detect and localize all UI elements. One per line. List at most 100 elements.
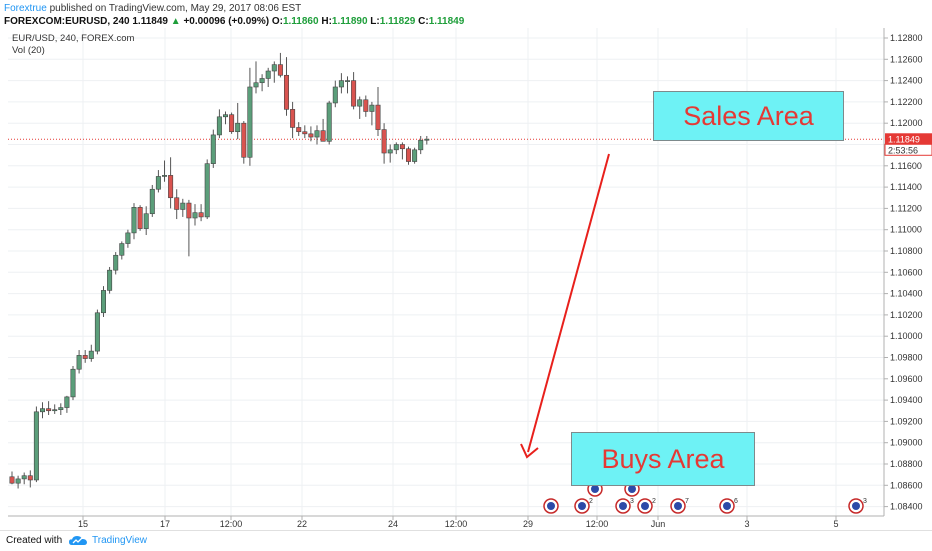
- tradingview-brand[interactable]: TradingView: [92, 535, 148, 546]
- candle-body: [259, 78, 265, 84]
- economic-event-flag-icon[interactable]: [543, 498, 559, 514]
- legend-symbol[interactable]: EUR/USD, 240, FOREX.com: [12, 33, 135, 44]
- candle: [137, 205, 143, 231]
- open-value: 1.11860: [282, 16, 319, 27]
- candle-body: [235, 122, 241, 133]
- economic-event-flag-icon[interactable]: 2: [637, 498, 656, 514]
- close-label: C:: [418, 16, 429, 27]
- candle-body: [119, 243, 125, 256]
- candle-body: [168, 175, 174, 199]
- candle: [253, 61, 259, 94]
- candle-body: [143, 213, 149, 229]
- candle: [143, 206, 149, 236]
- open-label: O:: [271, 16, 283, 27]
- flag-core: [628, 485, 636, 493]
- price-tick-label: 1.09800: [890, 353, 923, 363]
- candle: [168, 157, 174, 209]
- candle-body: [101, 290, 107, 314]
- low-value: 1.11829: [379, 16, 416, 27]
- candle-body: [198, 212, 204, 218]
- time-tick-label: 29: [523, 519, 533, 529]
- candle: [162, 160, 168, 182]
- candle: [64, 395, 70, 413]
- candle-body: [46, 408, 52, 412]
- candle-body: [393, 144, 399, 151]
- candle-body: [412, 149, 418, 162]
- symbol-label[interactable]: FOREXCOM:EURUSD, 240: [4, 16, 130, 27]
- candle-body: [137, 207, 143, 229]
- footer: Created with TradingView: [0, 530, 932, 551]
- created-with-label: Created with: [6, 535, 63, 546]
- candle: [344, 76, 350, 94]
- candle-body: [369, 104, 375, 112]
- chart-canvas[interactable]: 1.12800 1.12600 1.12400 1.12200 1.12000 1.118…: [0, 0, 932, 530]
- economic-event-flag-icon[interactable]: 7: [670, 498, 689, 514]
- flag-core: [578, 502, 586, 510]
- last-price: 1.11849: [132, 16, 168, 27]
- candle-body: [405, 148, 411, 162]
- economic-event-flag-icon[interactable]: 3: [615, 498, 634, 514]
- candle-body: [296, 127, 302, 133]
- candle: [229, 112, 235, 134]
- candle: [27, 470, 33, 488]
- candle: [107, 266, 113, 294]
- low-label: L:: [370, 16, 380, 27]
- candle-body: [387, 149, 393, 154]
- candles: [9, 52, 430, 489]
- candle-body: [174, 197, 180, 210]
- candle-body: [326, 102, 332, 142]
- time-tick-label: 15: [78, 519, 88, 529]
- time-tick-label: 12:00: [220, 519, 243, 529]
- event-count: 3: [630, 498, 634, 505]
- price-tick-label: 1.11600: [890, 161, 922, 171]
- candle: [399, 142, 405, 160]
- candle-body: [39, 408, 45, 413]
- price-tick-label: 1.10400: [890, 289, 923, 299]
- candle: [393, 142, 399, 155]
- candle: [52, 404, 58, 414]
- ohlc-bar: FOREXCOM:EURUSD, 240 1.11849 ▲ +0.00096 …: [4, 15, 464, 28]
- time-axis: 15 17 12:00 22 24 12:00 29 12:00 Jun 3 5: [78, 516, 839, 529]
- time-tick-label: 12:00: [445, 519, 468, 529]
- economic-event-flag-icon[interactable]: 2: [574, 498, 593, 514]
- flag-core: [723, 502, 731, 510]
- economic-event-flag-icon[interactable]: 3: [848, 498, 867, 514]
- sales-area-box[interactable]: Sales Area: [653, 91, 844, 141]
- economic-event-flag-icon[interactable]: 6: [719, 498, 738, 514]
- candle-body: [320, 130, 326, 142]
- candle: [357, 96, 363, 119]
- candle-body: [162, 175, 168, 177]
- tradingview-cloud-icon[interactable]: [68, 534, 88, 547]
- buys-area-box[interactable]: Buys Area: [571, 432, 755, 486]
- candle: [296, 122, 302, 136]
- candle: [265, 67, 271, 87]
- event-count: 7: [685, 498, 689, 505]
- candle-body: [241, 122, 247, 158]
- flag-core: [852, 502, 860, 510]
- author-link[interactable]: Forextrue: [4, 3, 47, 14]
- candle: [369, 101, 375, 126]
- candle: [155, 170, 161, 193]
- candle-body: [223, 114, 229, 118]
- candle: [338, 73, 344, 94]
- candle: [198, 204, 204, 222]
- price-tick-label: 1.08800: [890, 459, 923, 469]
- candle: [332, 80, 338, 108]
- candle: [149, 184, 155, 217]
- candle: [210, 129, 216, 168]
- candle: [216, 109, 222, 139]
- candle: [363, 95, 369, 117]
- legend-volume[interactable]: Vol (20): [12, 45, 45, 56]
- candle-body: [216, 116, 222, 136]
- candle: [290, 101, 296, 139]
- time-tick-label: 22: [297, 519, 307, 529]
- candle-body: [381, 129, 387, 154]
- candle: [247, 67, 253, 166]
- last-price-badge: [885, 133, 932, 145]
- candle-body: [351, 80, 357, 107]
- candle-body: [82, 355, 88, 359]
- time-tick-label: 3: [744, 519, 749, 529]
- candle-body: [88, 350, 94, 359]
- candle-body: [94, 312, 100, 352]
- flag-core: [674, 502, 682, 510]
